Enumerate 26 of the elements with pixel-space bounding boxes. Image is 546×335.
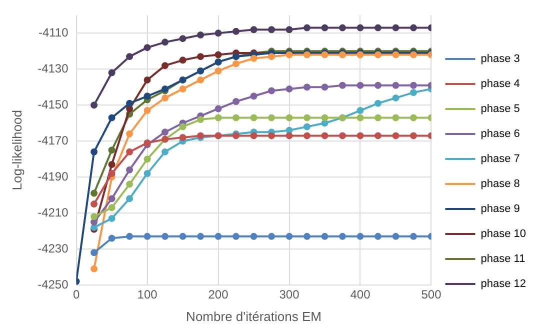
legend-label: phase 8	[480, 178, 520, 190]
y-tick-label: -4130	[38, 61, 69, 76]
y-tick-label: -4250	[38, 277, 69, 292]
legend-label: phase 9	[480, 203, 520, 216]
x-tick-label: 200	[208, 288, 229, 302]
x-tick-label: 500	[421, 288, 442, 302]
y-tick-label: -4190	[38, 169, 69, 184]
legend-label: phase 6	[480, 128, 520, 140]
legend-label: phase 12	[480, 278, 526, 290]
legend-label: phase 7	[480, 153, 520, 166]
legend-label: phase 10	[480, 228, 526, 240]
legend-label: phase 11	[480, 253, 526, 266]
y-tick-label: -4110	[38, 26, 69, 40]
y-tick-label: -4230	[38, 241, 69, 256]
y-tick-label: -4210	[38, 205, 69, 220]
x-tick-label: 0	[72, 288, 80, 302]
x-tick-label: 400	[350, 288, 371, 302]
legend-label: phase 5	[480, 103, 520, 116]
x-axis-title: Nombre d'itérations EM	[186, 308, 322, 324]
legend-label: phase 3	[480, 53, 520, 66]
y-tick-label: -4170	[38, 133, 69, 148]
legend-label: phase 4	[480, 78, 520, 90]
y-axis-title: Log-likelihood	[9, 110, 24, 190]
y-tick-label: -4150	[38, 97, 69, 112]
x-tick-label: 100	[137, 288, 158, 302]
x-tick-label: 300	[279, 288, 300, 302]
